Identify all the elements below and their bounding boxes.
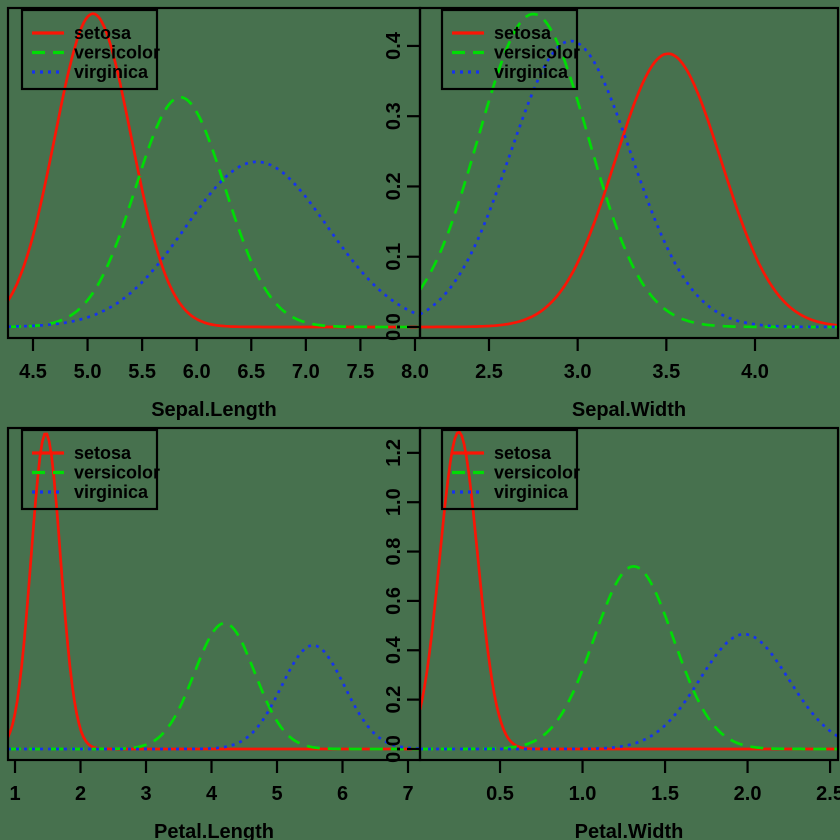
legend-label-versicolor: versicolor bbox=[74, 463, 160, 483]
legend-label-versicolor: versicolor bbox=[494, 43, 580, 63]
x-tick-label: 3.0 bbox=[564, 361, 592, 383]
legend-box bbox=[440, 428, 579, 511]
y-tick-label: 0.2 bbox=[383, 686, 405, 714]
curves-group bbox=[8, 12, 420, 329]
y-tick-label: 1.2 bbox=[383, 439, 405, 467]
legend-box bbox=[20, 428, 159, 511]
legend-label-virginica: virginica bbox=[494, 482, 569, 502]
legend-box bbox=[20, 8, 159, 91]
panel-petal-length: 1 2 3 4 5 6 7 Petal.Length setosaversicolorvirgi… bbox=[6, 426, 422, 840]
panel-petal-width: 0.5 1.0 1.5 2.0 2.5 0.0 0.2 0.4 0.6 0.8 1.0 1.2 Peta… bbox=[383, 426, 840, 840]
x-tick-label: 6.0 bbox=[183, 361, 211, 383]
y-tick-label: 0.2 bbox=[383, 173, 405, 201]
curve-versicolor bbox=[420, 12, 838, 329]
x-tick-label: 1.0 bbox=[569, 783, 597, 805]
plot-box bbox=[6, 426, 422, 762]
legend-label-virginica: virginica bbox=[74, 62, 149, 82]
legend-label-setosa: setosa bbox=[74, 23, 132, 43]
curve-setosa bbox=[420, 430, 838, 751]
plot-box bbox=[418, 426, 840, 762]
curves-group bbox=[420, 12, 838, 329]
x-tick-label: 2 bbox=[75, 783, 86, 805]
curve-versicolor bbox=[8, 621, 420, 751]
x-tick-label: 1 bbox=[9, 783, 20, 805]
curve-setosa bbox=[420, 52, 838, 329]
x-axis-title: Petal.Width bbox=[575, 821, 684, 840]
plot-box bbox=[418, 6, 840, 340]
y-tick-label: 0.3 bbox=[383, 102, 405, 130]
x-tick-label: 4 bbox=[206, 783, 218, 805]
x-tick-label: 8.0 bbox=[401, 361, 429, 383]
x-tick-label: 2.0 bbox=[734, 783, 762, 805]
curve-versicolor bbox=[420, 565, 838, 751]
x-tick-label: 4.0 bbox=[741, 361, 769, 383]
x-axis-title: Sepal.Length bbox=[151, 399, 277, 421]
y-tick-label: 1.0 bbox=[383, 488, 405, 516]
legend-label-versicolor: versicolor bbox=[74, 43, 160, 63]
legend-label-setosa: setosa bbox=[74, 443, 132, 463]
y-tick-label: 0.4 bbox=[383, 635, 405, 664]
x-tick-label: 1.5 bbox=[651, 783, 679, 805]
curves-group bbox=[420, 430, 838, 751]
legend-label-versicolor: versicolor bbox=[494, 463, 580, 483]
curve-virginica bbox=[420, 39, 838, 329]
curve-virginica bbox=[8, 643, 420, 751]
x-tick-label: 3 bbox=[140, 783, 151, 805]
y-tick-label: 0.8 bbox=[383, 538, 405, 566]
x-tick-label: 3.5 bbox=[652, 361, 680, 383]
x-axis-title: Petal.Length bbox=[154, 821, 274, 840]
x-tick-label: 2.5 bbox=[475, 361, 503, 383]
x-tick-label: 7.5 bbox=[347, 361, 375, 383]
curve-virginica bbox=[8, 160, 420, 328]
y-tick-label: 0.0 bbox=[383, 313, 405, 341]
legend-label-virginica: virginica bbox=[494, 62, 569, 82]
y-tick-label: 0.6 bbox=[383, 587, 405, 615]
curve-setosa bbox=[8, 12, 420, 329]
x-tick-label: 6.5 bbox=[237, 361, 265, 383]
x-tick-label: 5.0 bbox=[74, 361, 102, 383]
legend-label-setosa: setosa bbox=[494, 23, 552, 43]
x-tick-label: 5 bbox=[271, 783, 282, 805]
legend-label-setosa: setosa bbox=[494, 443, 552, 463]
legend-box bbox=[440, 8, 579, 91]
x-tick-label: 6 bbox=[337, 783, 348, 805]
curves-group bbox=[8, 432, 420, 751]
x-tick-label: 7 bbox=[402, 783, 413, 805]
x-tick-label: 5.5 bbox=[128, 361, 156, 383]
y-tick-label: 0.0 bbox=[383, 735, 405, 763]
panel-sepal-width: 2.5 3.0 3.5 4.0 0.0 0.1 0.2 0.3 0.4 Sepal.Width se… bbox=[383, 6, 840, 421]
x-tick-label: 2.5 bbox=[816, 783, 840, 805]
curve-versicolor bbox=[8, 95, 420, 329]
x-axis-title: Sepal.Width bbox=[572, 399, 686, 421]
x-tick-label: 7.0 bbox=[292, 361, 320, 383]
curve-setosa bbox=[8, 432, 420, 751]
plot-box bbox=[6, 6, 422, 340]
panel-sepal-length: 4.5 5.0 5.5 6.0 6.5 7.0 7.5 8.0 Sepal.Length seto… bbox=[6, 6, 429, 421]
x-tick-label: 0.5 bbox=[486, 783, 514, 805]
curve-virginica bbox=[420, 632, 838, 751]
y-tick-label: 0.4 bbox=[383, 31, 405, 60]
x-tick-label: 4.5 bbox=[19, 361, 47, 383]
legend-label-virginica: virginica bbox=[74, 482, 149, 502]
y-tick-label: 0.1 bbox=[383, 243, 405, 271]
